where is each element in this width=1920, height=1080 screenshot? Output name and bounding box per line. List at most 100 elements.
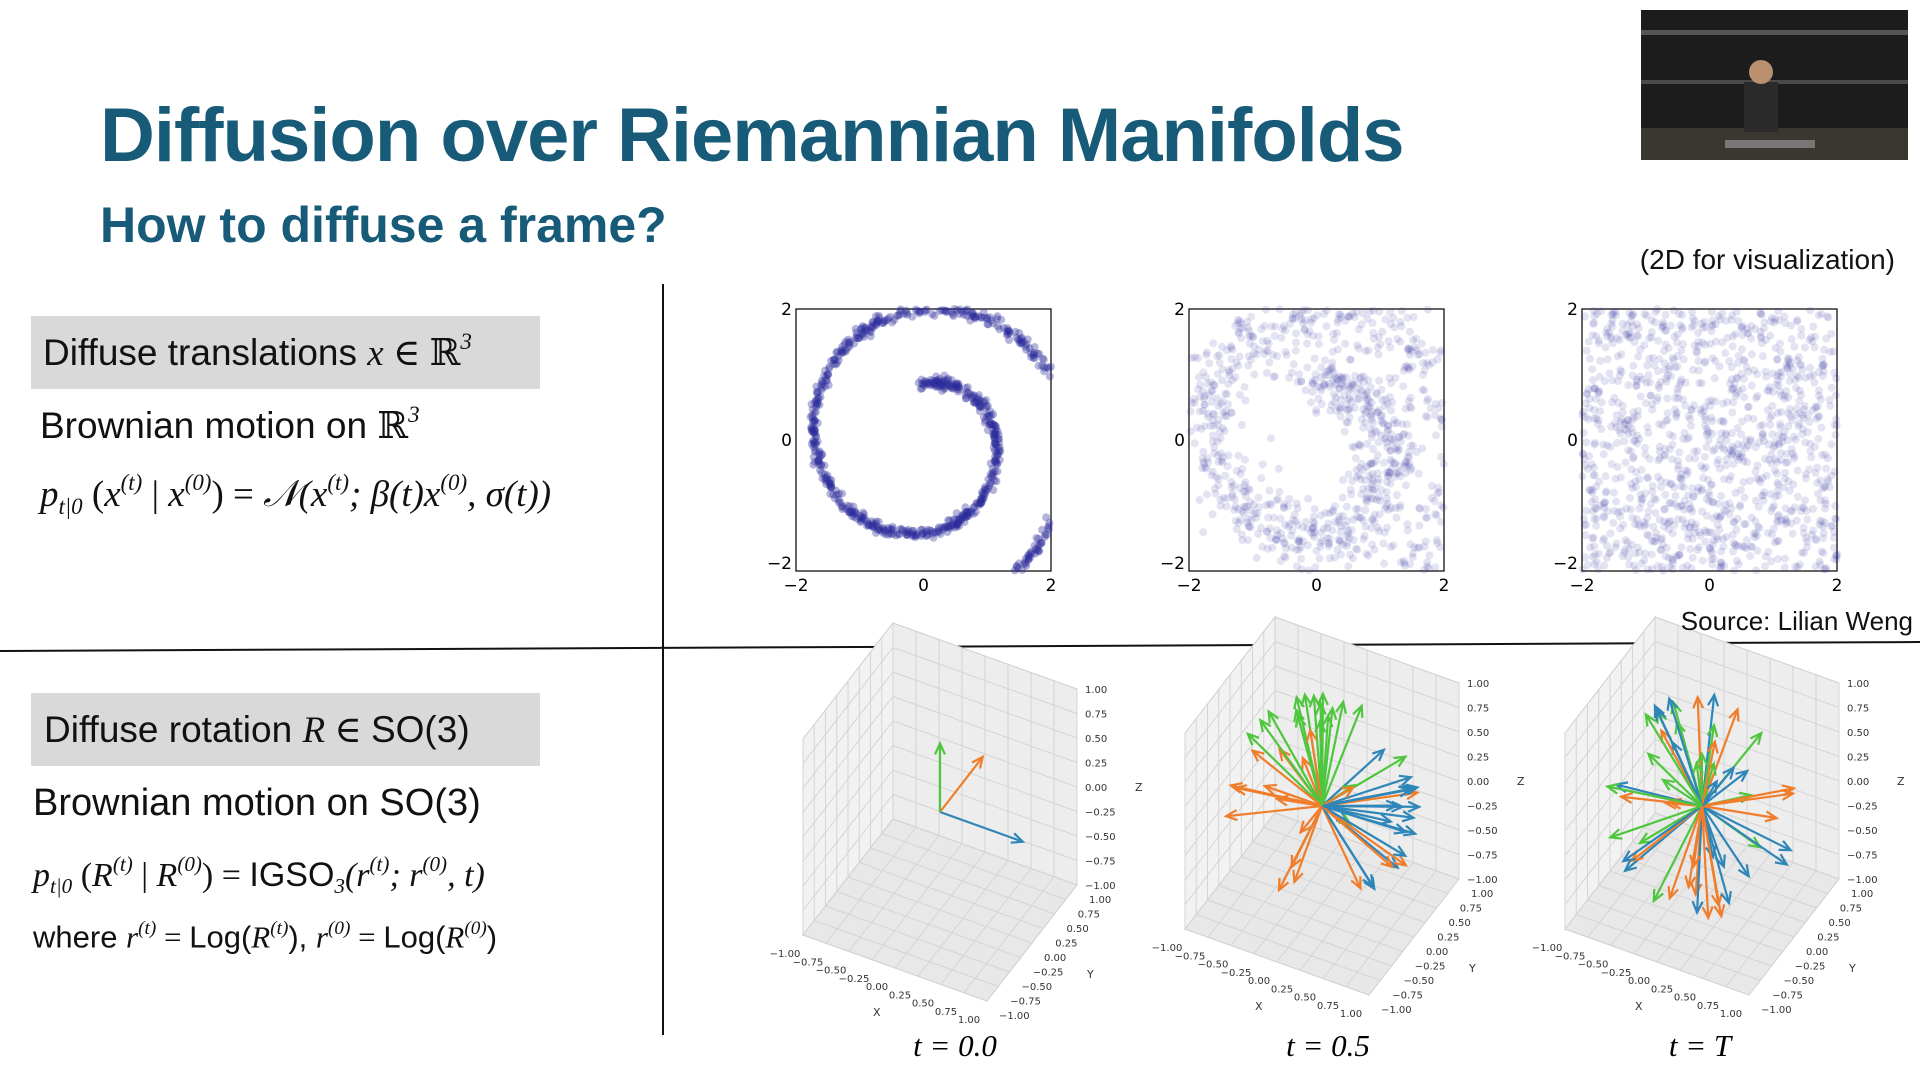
scatter-point xyxy=(838,342,847,351)
scatter-point xyxy=(1681,466,1690,475)
scatter-point xyxy=(1713,535,1722,544)
scatter-point xyxy=(1806,447,1815,456)
frame-caption: t = 0.0 xyxy=(913,1028,997,1063)
scatter-point xyxy=(1600,561,1609,570)
scatter-point xyxy=(1728,342,1737,351)
scatter-point xyxy=(834,489,843,498)
scatter-point xyxy=(1321,356,1330,365)
scatter-point xyxy=(1633,407,1642,416)
scatter-point xyxy=(842,347,851,356)
scatter-point xyxy=(1351,544,1360,553)
scatter-point xyxy=(1805,465,1814,474)
scatter-point xyxy=(1827,383,1836,392)
scatter-point xyxy=(835,498,844,507)
math-segment: (0) xyxy=(327,918,351,939)
scatter-point xyxy=(1432,536,1441,545)
scatter-point xyxy=(1722,532,1731,541)
scatter-point xyxy=(987,411,996,420)
scatter-point xyxy=(1199,387,1208,396)
scatter-point xyxy=(810,398,819,407)
z-tick-label: 0.25 xyxy=(1085,759,1107,770)
scatter-point xyxy=(1200,422,1209,431)
scatter-point xyxy=(1729,539,1738,548)
scatter-point xyxy=(850,512,859,521)
scatter-point xyxy=(1357,372,1366,381)
scatter-point xyxy=(1356,475,1365,484)
scatter-point xyxy=(1038,354,1047,363)
scatter-point xyxy=(1796,360,1805,369)
scatter-point xyxy=(1760,562,1769,571)
scatter-point xyxy=(857,324,866,333)
scatter-point xyxy=(984,412,993,421)
scatter-point xyxy=(845,341,854,350)
scatter-point xyxy=(1316,511,1325,520)
scatter-point xyxy=(1218,458,1227,467)
scatter-point xyxy=(1711,356,1720,365)
scatter-point xyxy=(961,503,970,512)
scatter-point xyxy=(1665,518,1674,527)
scatter-point xyxy=(1360,378,1369,387)
scatter-point xyxy=(1029,350,1038,359)
scatter-point xyxy=(1607,422,1616,431)
scatter-point xyxy=(933,376,942,385)
scatter-point xyxy=(964,507,973,516)
x-tick-label: 0.25 xyxy=(889,990,911,1001)
scatter-point xyxy=(995,443,1004,452)
scatter-point xyxy=(857,325,866,334)
scatter-point xyxy=(1663,394,1672,403)
scatter-point xyxy=(1797,325,1806,334)
scatter-point xyxy=(1600,377,1609,386)
scatter-point xyxy=(1244,361,1253,370)
scatter-point xyxy=(814,457,823,466)
scatter-point xyxy=(1790,342,1799,351)
scatter-point xyxy=(814,448,823,457)
scatter-point xyxy=(985,420,994,429)
scatter-point xyxy=(960,518,969,527)
scatter-point xyxy=(920,381,929,390)
scatter-point xyxy=(1674,550,1683,559)
scatter-point xyxy=(871,312,880,321)
scatter-point xyxy=(1591,495,1600,504)
scatter-point xyxy=(1018,565,1027,574)
scatter-point xyxy=(823,376,832,385)
scatter-point xyxy=(1030,354,1039,363)
scatter-point xyxy=(960,310,969,319)
scatter-point xyxy=(837,347,846,356)
y-tick-label: 0.50 xyxy=(1449,918,1471,929)
scatter-point xyxy=(948,308,957,317)
scatter-point xyxy=(1347,525,1356,534)
scatter-point xyxy=(902,526,911,535)
math-segment: | xyxy=(132,856,157,894)
scatter-point xyxy=(814,456,823,465)
scatter-point xyxy=(1588,376,1597,385)
scatter-point xyxy=(1380,559,1389,568)
math-segment: (t) xyxy=(120,470,143,495)
scatter-point xyxy=(1263,368,1272,377)
scatter-point xyxy=(1367,494,1376,503)
scatter-point xyxy=(1386,455,1395,464)
scatter-point xyxy=(923,379,932,388)
scatter-point xyxy=(1721,316,1730,325)
scatter-point xyxy=(1814,386,1823,395)
math-segment: R xyxy=(445,919,465,955)
x-tick-label: 0.00 xyxy=(1248,976,1270,987)
scatter-point xyxy=(825,480,834,489)
scatter-point xyxy=(1596,356,1605,365)
scatter-point xyxy=(1292,562,1301,571)
scatter-point xyxy=(1362,549,1371,558)
scatter-point xyxy=(1634,324,1643,333)
scatter-point xyxy=(981,403,990,412)
scatter-point xyxy=(983,314,992,323)
scatter-point xyxy=(918,529,927,538)
scatter-point xyxy=(1801,438,1810,447)
scatter-point xyxy=(1190,439,1199,448)
scatter-point xyxy=(980,398,989,407)
scatter-point xyxy=(1257,325,1266,334)
math-segment: R xyxy=(251,919,271,955)
scatter-point xyxy=(1590,515,1599,524)
scatter-point xyxy=(1612,497,1621,506)
scatter-point xyxy=(1232,525,1241,534)
scatter-point xyxy=(1354,325,1363,334)
scatter-point xyxy=(990,439,999,448)
scatter-point xyxy=(955,385,964,394)
